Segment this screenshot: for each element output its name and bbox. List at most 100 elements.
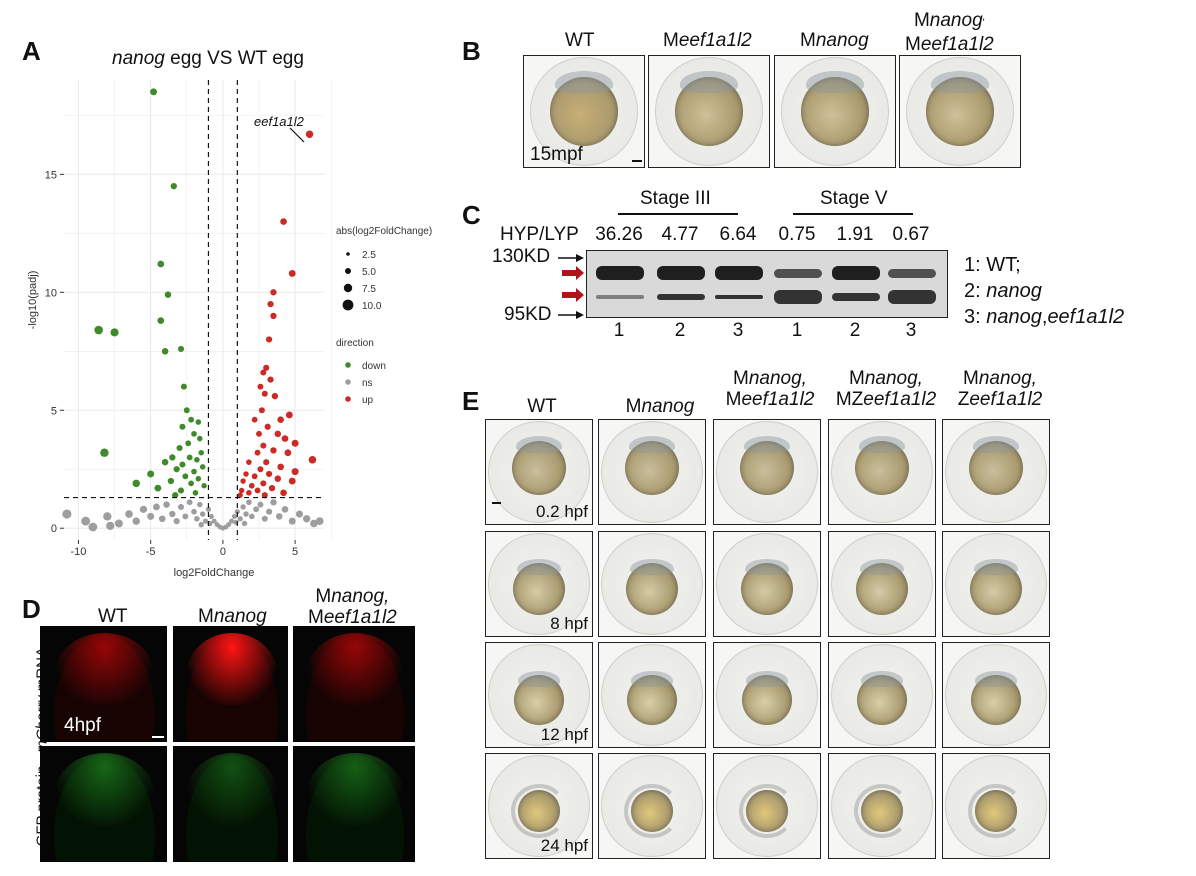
point-up [267,300,274,308]
e-scale-bar [492,502,501,504]
point-down [188,416,194,423]
c-marker-130: 130KD [492,246,551,267]
point-ns [169,510,176,518]
point-up [277,416,284,423]
b-image-1 [523,55,645,168]
point-ns [147,512,155,520]
embryo-tail [510,784,568,839]
point-down [195,419,202,425]
band-lyp-6 [888,289,936,305]
d-gfp-3 [293,746,415,862]
legend-size-title: abs(log2FoldChange) [336,226,432,237]
embryo-yolk [925,77,995,146]
blastoderm-cap [745,670,789,687]
legend-size-dot [345,268,351,274]
e-col-header-2: Mnanog [625,396,695,417]
c-ratio-1: 36.26 [595,224,643,245]
point-ns [132,517,140,525]
blastoderm-cap [859,558,905,576]
point-ns [243,511,249,517]
band-hyp-5 [832,266,880,280]
point-up [251,473,258,480]
b-col-mnanog: Mnanog [800,30,869,51]
point-down [186,454,193,461]
legend-size-dot [346,252,350,256]
embryo-yolk [549,77,619,146]
western-blot [586,250,948,318]
embryo-yolk [513,563,565,616]
b-image-3 [774,55,896,168]
point-ns [231,513,238,519]
d-mcherry-2 [173,626,288,742]
point-down [150,88,158,96]
point-ns [241,520,248,527]
point-up [291,439,299,447]
e-image-r4-c3 [713,753,821,859]
b-col-double: Mnanog' Meef1a1l2 [905,10,994,55]
point-up [270,312,277,320]
point-ns [153,503,160,511]
point-up [266,470,273,478]
panel-a-title-gene: nanog [112,48,165,69]
band-hyp-1 [596,266,644,280]
embryo-tail [967,784,1025,839]
point-up [251,416,258,423]
point-up [270,447,277,454]
point-up [308,456,317,464]
point-ns [208,513,214,519]
point-up [254,449,261,456]
point-up [284,449,292,457]
blastoderm-cap [744,435,790,454]
blastoderm-cap [805,70,865,94]
mcherry-signal [306,633,404,705]
red-arrow-hyp [562,266,584,280]
blastoderm-cap [516,435,562,454]
embryo-yolk [627,675,677,726]
d-col-double: Mnanog, Meef1a1l2 [308,586,397,628]
point-up [248,482,255,489]
volcano-plot: -10 -5 0 5 0 5 10 15 log2FoldChange -log10(padj… [27,80,332,579]
blastoderm-cap [859,435,905,454]
point-up [246,490,252,496]
d-scale-bar [152,736,164,738]
c-lane-2: 2 [674,320,686,341]
point-ns [114,519,123,528]
c-ratio-label: HYP/LYP [500,224,579,245]
c-stage5-line [793,213,913,215]
point-down [182,473,189,480]
band-lyp-3 [715,294,763,300]
c-ratio-4: 0.75 [778,224,816,245]
point-down [191,431,197,437]
e-image-r2-c3 [713,531,821,637]
e-image-r4-c4 [828,753,936,859]
gfp-signal [185,753,278,825]
legend-size-label: 5.0 [362,267,376,278]
band-lyp-5 [832,292,880,302]
point-ns [248,513,255,520]
legend-size-label: 7.5 [362,284,376,295]
point-ns [202,518,209,524]
point-ns [177,503,185,511]
blastoderm-cap [974,670,1018,687]
point-ns [173,518,180,525]
point-ns [229,518,235,524]
point-up [281,435,289,442]
volcano-y-label: -log10(padj) [27,271,39,330]
point-ns [158,515,166,523]
chorion [601,644,703,746]
band-hyp-6 [888,268,936,278]
point-ns [226,522,232,528]
point-up [267,376,274,383]
e-image-r1-c3 [713,419,821,525]
embryo-yolk [514,675,564,726]
d-stage-label: 4hpf [64,715,101,736]
point-down [94,325,103,335]
x-tick-label: -10 [70,546,86,558]
point-down [100,448,109,457]
point-up [288,269,296,277]
embryo-yolk [511,440,567,495]
volcano-threshold-lines [64,80,324,540]
point-down [110,328,119,337]
point-up [257,383,264,390]
point-down [176,444,183,452]
